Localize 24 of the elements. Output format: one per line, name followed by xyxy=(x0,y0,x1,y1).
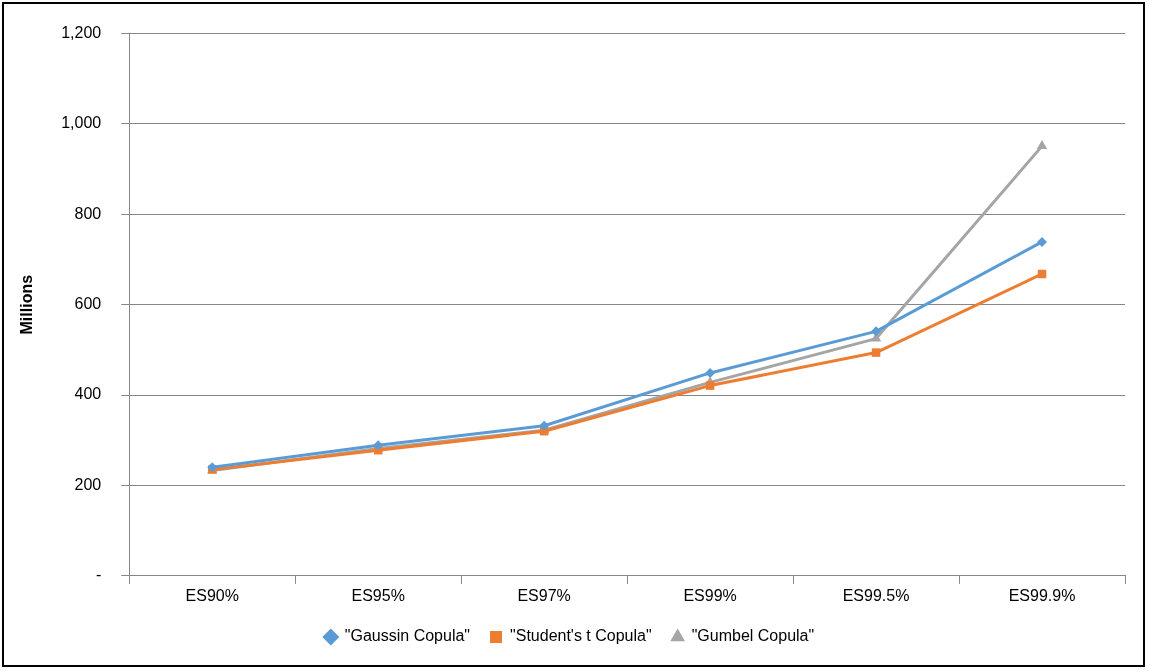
legend-label: "Gumbel Copula" xyxy=(691,627,815,645)
point xyxy=(705,381,715,390)
y-tick-label: - xyxy=(95,566,102,584)
y-tick-label: 1,000 xyxy=(61,114,102,132)
legend-label: "Student's t Copula" xyxy=(510,627,652,645)
x-tick-label: ES99% xyxy=(683,586,737,604)
point xyxy=(871,348,881,357)
point xyxy=(1037,236,1048,247)
point xyxy=(705,367,716,378)
y-tick-label: 200 xyxy=(74,475,102,493)
legend-label: "Gaussin Copula" xyxy=(344,627,471,645)
y-tick-label: 1,200 xyxy=(61,24,102,42)
x-tick-label: ES95% xyxy=(351,586,405,604)
point xyxy=(539,420,550,431)
point xyxy=(1036,140,1048,150)
x-tick-label: ES99.5% xyxy=(842,586,910,604)
x-tick-label: ES90% xyxy=(185,586,239,604)
x-tick-label: ES97% xyxy=(517,586,571,604)
y-tick-label: 800 xyxy=(74,204,102,222)
point xyxy=(871,326,882,337)
x-tick-label: ES99.9% xyxy=(1008,586,1076,604)
y-tick-label: 400 xyxy=(74,385,102,403)
y-tick-label: 600 xyxy=(74,295,102,313)
y-axis-title: Millions xyxy=(18,274,36,335)
